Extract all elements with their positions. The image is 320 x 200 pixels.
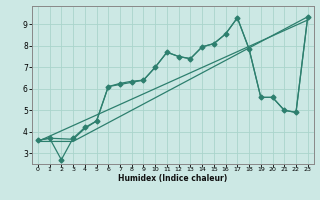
X-axis label: Humidex (Indice chaleur): Humidex (Indice chaleur) bbox=[118, 174, 228, 183]
